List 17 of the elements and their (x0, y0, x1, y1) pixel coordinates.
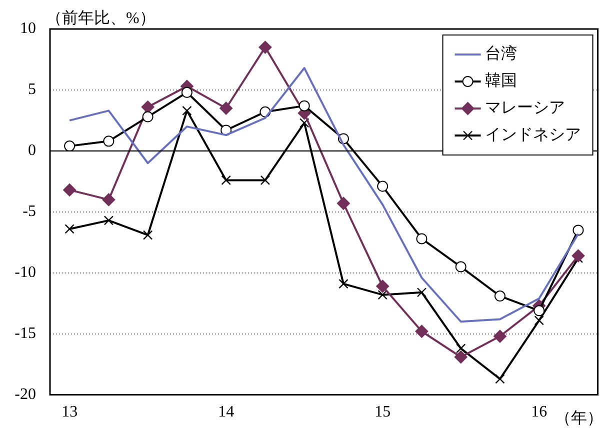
y-tick-label: -5 (22, 203, 36, 220)
x-tick-label: 14 (218, 404, 234, 421)
y-tick-label: -10 (14, 264, 36, 282)
legend-label: 韓国 (484, 72, 517, 90)
y-tick-label: -20 (14, 386, 36, 404)
x-tick-label: 15 (374, 404, 391, 421)
legend-label: マレーシア (484, 100, 565, 117)
x-axis-title: （年） (555, 410, 603, 428)
y-axis-title: （前年比、%） (46, 9, 156, 28)
x-tick-label: 16 (531, 404, 548, 421)
y-tick-label: 5 (28, 81, 36, 98)
x-tick-label: 13 (62, 404, 78, 421)
y-tick-label: 0 (28, 142, 36, 160)
legend-label: 台湾 (484, 44, 517, 63)
y-tick-label: -15 (14, 325, 36, 342)
y-tick-label: 10 (20, 20, 36, 38)
legend-label: インドネシア (484, 126, 581, 144)
